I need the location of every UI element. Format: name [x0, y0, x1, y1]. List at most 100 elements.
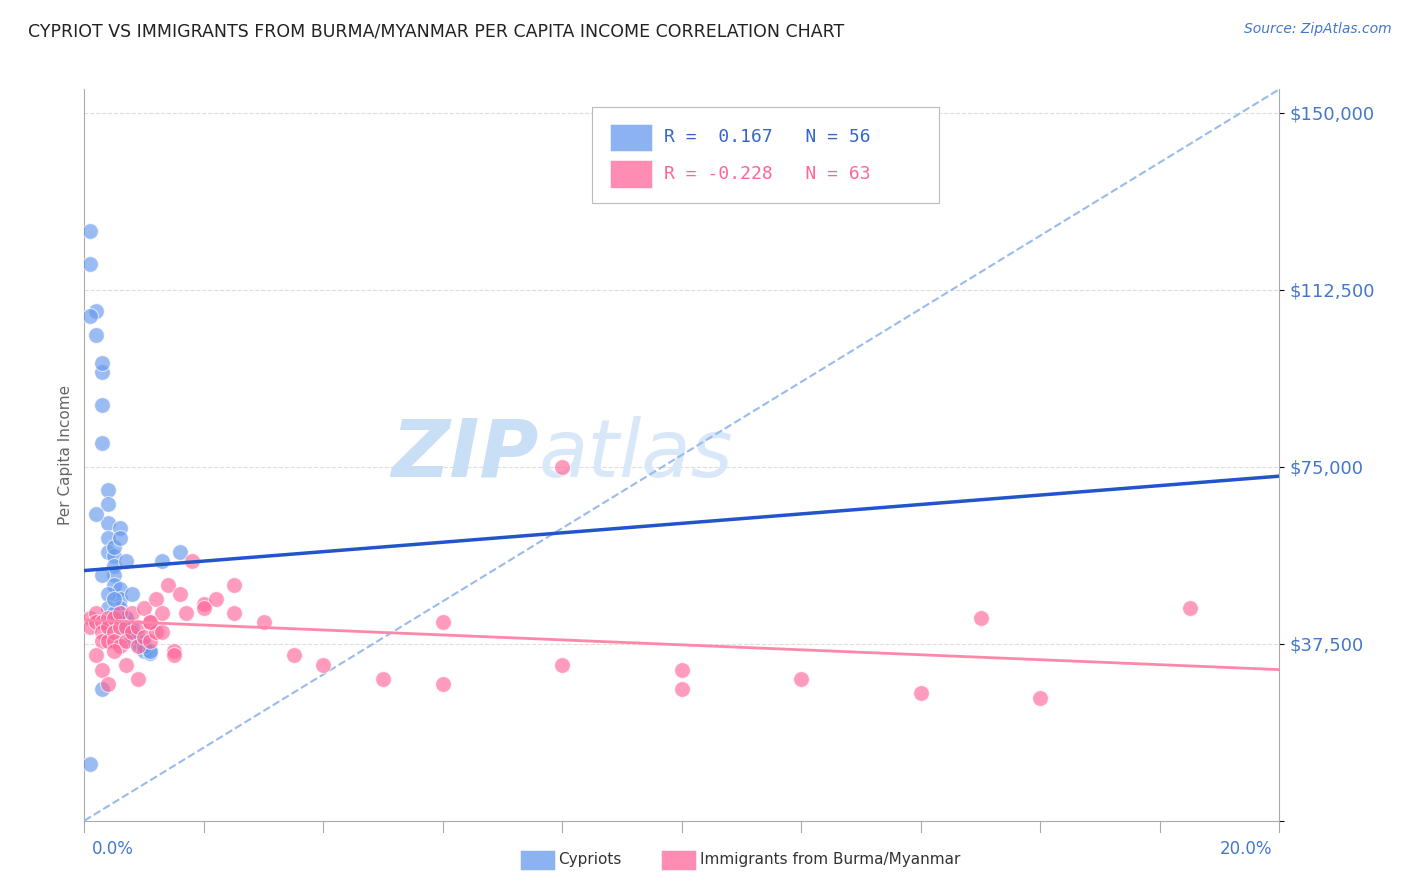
Point — [127, 639, 149, 653]
Point — [551, 459, 574, 474]
Point — [103, 568, 125, 582]
Point — [139, 646, 162, 660]
Point — [790, 672, 813, 686]
FancyBboxPatch shape — [610, 124, 652, 152]
Point — [115, 615, 138, 630]
Point — [132, 601, 156, 615]
Point — [150, 624, 173, 639]
Point — [86, 327, 108, 342]
Point — [86, 648, 108, 663]
Point — [91, 398, 114, 412]
Point — [222, 606, 245, 620]
Point — [150, 606, 173, 620]
Point — [145, 591, 167, 606]
Point — [103, 634, 125, 648]
Point — [110, 606, 132, 620]
Text: R = -0.228   N = 63: R = -0.228 N = 63 — [664, 165, 870, 183]
Point — [127, 637, 149, 651]
Point — [91, 624, 114, 639]
Point — [110, 521, 132, 535]
Point — [222, 577, 245, 591]
Point — [115, 611, 138, 625]
Point — [970, 611, 993, 625]
Point — [79, 611, 101, 625]
Point — [79, 620, 101, 634]
Point — [79, 224, 101, 238]
Point — [127, 620, 149, 634]
Point — [97, 611, 120, 625]
Point — [671, 663, 693, 677]
Point — [121, 623, 143, 637]
FancyBboxPatch shape — [610, 161, 652, 188]
Point — [671, 681, 693, 696]
Point — [150, 554, 173, 568]
Point — [103, 577, 125, 591]
Point — [115, 620, 138, 634]
Point — [86, 304, 108, 318]
Point — [139, 634, 162, 648]
Point — [103, 540, 125, 554]
Point — [253, 615, 276, 630]
Point — [312, 657, 335, 672]
Point — [371, 672, 394, 686]
Point — [121, 587, 143, 601]
Point — [139, 615, 162, 630]
Text: 0.0%: 0.0% — [91, 840, 134, 858]
Point — [79, 757, 101, 772]
Point — [97, 634, 120, 648]
Point — [139, 644, 162, 658]
Point — [110, 639, 132, 653]
Point — [121, 606, 143, 620]
Point — [97, 677, 120, 691]
Point — [169, 587, 191, 601]
Point — [180, 554, 202, 568]
Point — [97, 531, 120, 545]
Point — [91, 356, 114, 370]
Point — [205, 591, 228, 606]
Point — [110, 531, 132, 545]
Point — [91, 634, 114, 648]
Point — [432, 615, 454, 630]
Point — [103, 644, 125, 658]
Point — [551, 657, 574, 672]
Point — [91, 436, 114, 450]
Text: 20.0%: 20.0% — [1220, 840, 1272, 858]
Point — [115, 611, 138, 625]
Point — [79, 257, 101, 271]
Point — [132, 644, 156, 658]
Point — [127, 630, 149, 644]
FancyBboxPatch shape — [592, 108, 939, 202]
Point — [121, 620, 143, 634]
Point — [283, 648, 305, 663]
Point — [910, 686, 932, 700]
Point — [97, 601, 120, 615]
Point — [193, 597, 215, 611]
Text: ZIP: ZIP — [391, 416, 538, 494]
Point — [174, 606, 197, 620]
Point — [97, 483, 120, 498]
Point — [157, 577, 180, 591]
Text: CYPRIOT VS IMMIGRANTS FROM BURMA/MYANMAR PER CAPITA INCOME CORRELATION CHART: CYPRIOT VS IMMIGRANTS FROM BURMA/MYANMAR… — [28, 22, 845, 40]
Point — [97, 498, 120, 512]
Point — [127, 634, 149, 648]
Point — [103, 606, 125, 620]
Point — [139, 615, 162, 630]
Point — [110, 606, 132, 620]
Point — [110, 620, 132, 634]
Point — [97, 620, 120, 634]
Point — [115, 634, 138, 648]
Text: Cypriots: Cypriots — [558, 853, 621, 867]
Point — [103, 558, 125, 573]
Point — [91, 568, 114, 582]
Point — [432, 677, 454, 691]
Point — [115, 554, 138, 568]
Point — [169, 544, 191, 558]
Point — [86, 507, 108, 521]
Point — [91, 365, 114, 379]
Point — [103, 549, 125, 564]
Point — [97, 615, 120, 630]
Text: Immigrants from Burma/Myanmar: Immigrants from Burma/Myanmar — [700, 853, 960, 867]
Point — [110, 582, 132, 597]
Point — [79, 309, 101, 323]
Point — [145, 624, 167, 639]
